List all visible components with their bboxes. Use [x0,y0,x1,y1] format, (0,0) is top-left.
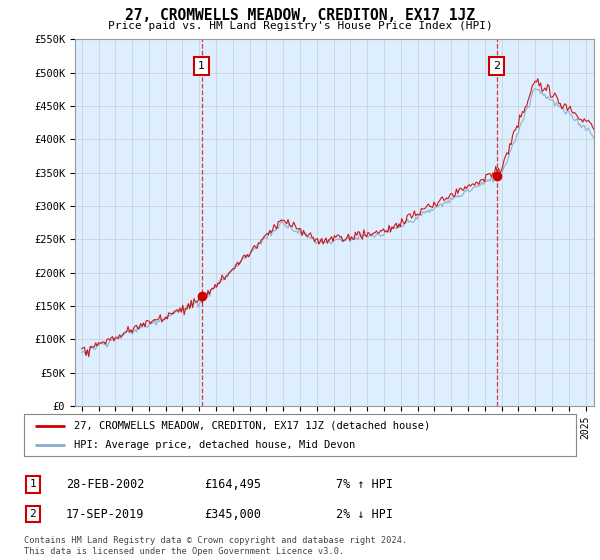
Text: £164,495: £164,495 [204,478,261,491]
Text: 27, CROMWELLS MEADOW, CREDITON, EX17 1JZ: 27, CROMWELLS MEADOW, CREDITON, EX17 1JZ [125,8,475,24]
Text: 1: 1 [29,479,37,489]
Text: 2% ↓ HPI: 2% ↓ HPI [336,507,393,521]
Text: 17-SEP-2019: 17-SEP-2019 [66,507,145,521]
Text: Contains HM Land Registry data © Crown copyright and database right 2024.
This d: Contains HM Land Registry data © Crown c… [24,536,407,556]
Text: 7% ↑ HPI: 7% ↑ HPI [336,478,393,491]
Text: HPI: Average price, detached house, Mid Devon: HPI: Average price, detached house, Mid … [74,440,355,450]
Text: £345,000: £345,000 [204,507,261,521]
Text: 2: 2 [29,509,37,519]
Text: 2: 2 [493,61,500,71]
Text: 28-FEB-2002: 28-FEB-2002 [66,478,145,491]
Text: 27, CROMWELLS MEADOW, CREDITON, EX17 1JZ (detached house): 27, CROMWELLS MEADOW, CREDITON, EX17 1JZ… [74,421,430,431]
Text: 1: 1 [199,61,205,71]
Text: Price paid vs. HM Land Registry's House Price Index (HPI): Price paid vs. HM Land Registry's House … [107,21,493,31]
